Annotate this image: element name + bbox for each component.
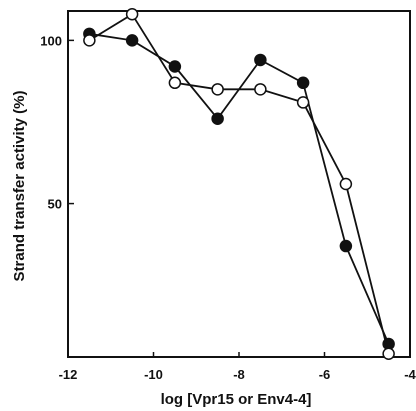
- open-data-point: [296, 96, 310, 109]
- x-axis: -12 -10 -8 -6 -4: [59, 352, 416, 382]
- y-axis-label: Strand transfer activity (%): [11, 91, 28, 282]
- series-layer: [83, 8, 395, 360]
- filled-data-point: [254, 53, 267, 67]
- open-data-point: [83, 34, 96, 47]
- open-data-point: [254, 83, 267, 96]
- filled-data-point: [339, 239, 353, 253]
- series-1: [83, 27, 395, 351]
- filled-data-point: [211, 112, 224, 125]
- x-tick-label: -6: [319, 367, 331, 382]
- open-data-point: [382, 347, 395, 360]
- filled-data-point: [168, 60, 182, 73]
- open-data-point: [168, 76, 182, 90]
- x-tick-label: -4: [404, 367, 416, 382]
- y-tick-label: 50: [48, 197, 62, 212]
- plot-frame: [67, 10, 411, 358]
- series-2: [83, 8, 395, 360]
- y-tick-label: 100: [40, 33, 62, 48]
- filled-data-point: [296, 76, 310, 90]
- open-data-point: [339, 177, 353, 191]
- x-tick-label: -8: [233, 367, 245, 382]
- x-axis-label: log [Vpr15 or Env4-4]: [161, 391, 312, 408]
- series-line: [88, 13, 390, 354]
- open-data-point: [211, 83, 224, 96]
- x-tick-label: -12: [59, 367, 78, 382]
- y-axis: 50 100: [40, 33, 74, 212]
- open-data-point: [125, 8, 139, 21]
- filled-data-point: [125, 34, 139, 47]
- x-tick-label: -10: [144, 367, 163, 382]
